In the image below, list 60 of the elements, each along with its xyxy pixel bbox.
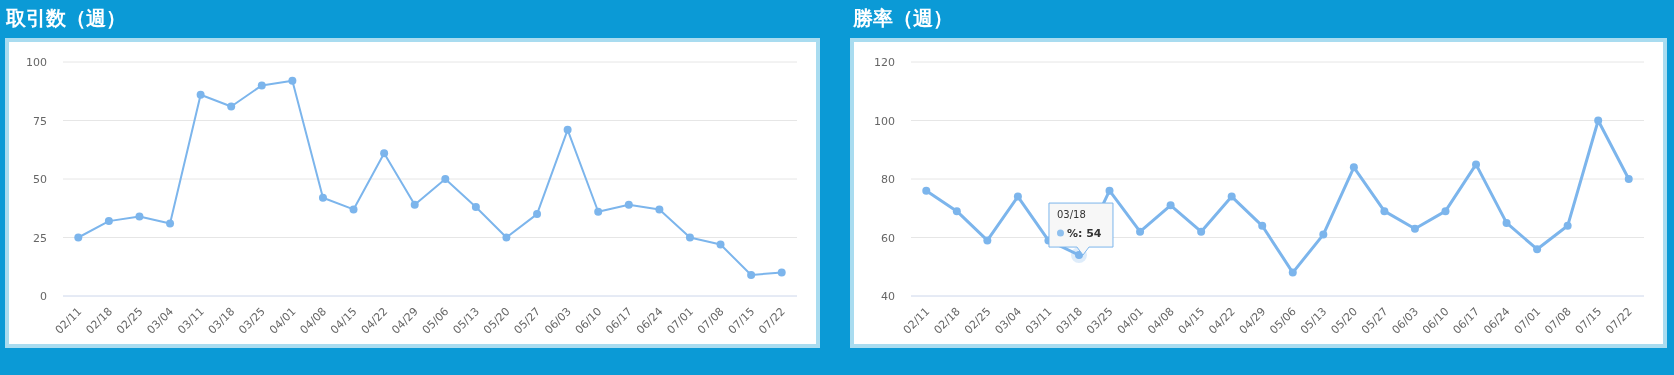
point bbox=[257, 81, 266, 90]
point bbox=[1472, 160, 1481, 169]
point bbox=[471, 203, 480, 212]
point bbox=[1594, 116, 1603, 125]
point bbox=[594, 207, 603, 216]
point bbox=[1380, 207, 1389, 216]
point bbox=[533, 210, 542, 219]
chart-title: 取引数（週） bbox=[5, 6, 126, 30]
point bbox=[441, 175, 450, 183]
point bbox=[777, 268, 786, 277]
point bbox=[380, 149, 389, 158]
point bbox=[716, 240, 725, 249]
point bbox=[1533, 245, 1542, 254]
y-tick-label: 75 bbox=[33, 114, 47, 128]
point bbox=[685, 233, 694, 242]
point bbox=[104, 217, 113, 226]
point bbox=[1410, 224, 1419, 233]
point bbox=[1441, 207, 1450, 216]
point bbox=[1136, 227, 1145, 236]
point bbox=[1624, 175, 1633, 183]
point bbox=[410, 200, 419, 209]
point bbox=[563, 125, 572, 134]
y-tick-label: 50 bbox=[33, 173, 47, 186]
point bbox=[1105, 186, 1114, 195]
point bbox=[624, 200, 633, 209]
point bbox=[1166, 201, 1175, 210]
y-tick-label: 60 bbox=[881, 231, 895, 245]
point bbox=[1319, 230, 1328, 239]
point bbox=[655, 205, 664, 214]
y-tick-label: 40 bbox=[881, 290, 895, 303]
point bbox=[747, 270, 756, 279]
y-tick-label: 0 bbox=[40, 290, 47, 303]
y-tick-label: 80 bbox=[881, 173, 895, 186]
y-tick-label: 25 bbox=[33, 231, 47, 245]
point bbox=[74, 233, 83, 242]
point bbox=[318, 193, 327, 202]
point bbox=[1227, 192, 1236, 201]
y-tick-label: 120 bbox=[874, 56, 895, 69]
point bbox=[1288, 268, 1297, 277]
point bbox=[502, 233, 511, 242]
point bbox=[1013, 192, 1022, 201]
chart-title: 勝率（週） bbox=[852, 6, 953, 30]
point bbox=[1563, 221, 1572, 230]
point bbox=[952, 207, 961, 216]
point bbox=[983, 236, 992, 245]
point bbox=[1349, 163, 1358, 172]
y-tick-label: 100 bbox=[26, 56, 47, 69]
y-tick-label: 100 bbox=[874, 114, 895, 128]
point bbox=[227, 102, 236, 111]
point bbox=[196, 90, 205, 99]
point bbox=[1502, 218, 1511, 227]
annotation: %: 54 bbox=[1066, 227, 1102, 241]
point bbox=[922, 186, 931, 195]
point bbox=[349, 205, 358, 214]
point bbox=[288, 76, 297, 85]
point bbox=[1197, 227, 1206, 236]
point bbox=[166, 219, 175, 228]
point bbox=[1258, 221, 1267, 230]
point bbox=[135, 212, 144, 221]
annotation: 03/18 bbox=[1056, 209, 1086, 221]
